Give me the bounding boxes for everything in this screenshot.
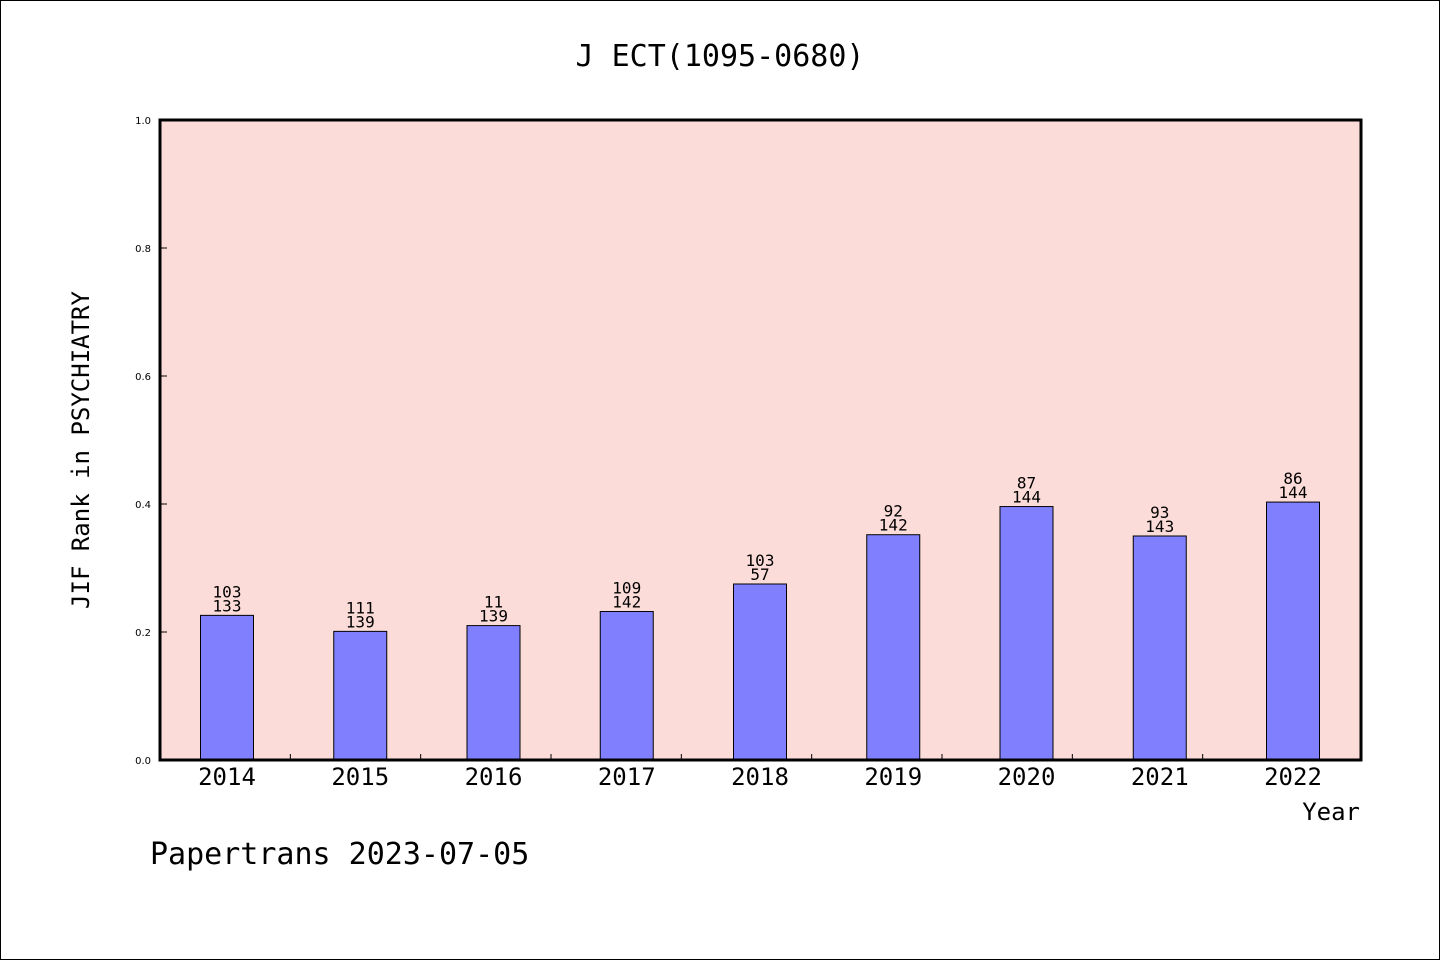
bar-label-top-2017: 109 xyxy=(612,579,641,598)
x-tick-label-2017: 2017 xyxy=(598,763,656,791)
bar-2015 xyxy=(333,630,388,761)
bar-2014 xyxy=(200,614,254,761)
y-tick-label-1.0: 1.0 xyxy=(135,116,151,127)
y-tick-label-0.0: 0.0 xyxy=(135,756,151,767)
bar-label-top-2019: 92 xyxy=(884,502,903,521)
x-tick-label-2014: 2014 xyxy=(198,763,256,791)
footer-watermark: Papertrans 2023-07-05 xyxy=(150,837,529,872)
bar-2016 xyxy=(466,625,521,761)
x-tick-label-2020: 2020 xyxy=(998,763,1056,791)
bar-label-top-2020: 87 xyxy=(1017,474,1036,493)
bar-2019 xyxy=(866,534,921,761)
x-tick-label-2019: 2019 xyxy=(864,763,922,791)
bar-label-top-2021: 93 xyxy=(1150,503,1169,522)
bar-2018 xyxy=(733,583,787,761)
bar-label-bottom-2016: 139 xyxy=(479,607,508,626)
bar-2021 xyxy=(1132,535,1187,761)
bar-label-bottom-2018: 57 xyxy=(750,565,769,584)
bar-2017 xyxy=(599,611,654,761)
bar-label-bottom-2017: 142 xyxy=(612,593,641,612)
y-tick-label-0.6: 0.6 xyxy=(135,372,151,383)
x-tick-label-2022: 2022 xyxy=(1264,763,1322,791)
bar-label-bottom-2019: 142 xyxy=(879,516,908,535)
bar-label-bottom-2020: 144 xyxy=(1012,488,1041,507)
x-tick-label-2016: 2016 xyxy=(465,763,523,791)
x-tick-label-2018: 2018 xyxy=(731,763,789,791)
bar-label-bottom-2021: 143 xyxy=(1145,517,1174,536)
chart-title: J ECT(1095-0680) xyxy=(576,39,865,74)
bar-label-top-2016: 11 xyxy=(484,593,503,612)
bar-2020 xyxy=(999,506,1054,761)
y-tick-label-0.2: 0.2 xyxy=(135,628,151,639)
y-tick-label-0.8: 0.8 xyxy=(135,244,151,255)
y-tick-label-0.4: 0.4 xyxy=(135,500,151,511)
x-axis-label: Year xyxy=(1302,798,1360,826)
bar-label-top-2014: 103 xyxy=(213,582,242,601)
bar-2022 xyxy=(1266,501,1320,761)
bar-label-bottom-2022: 144 xyxy=(1279,483,1308,502)
bar-label-top-2015: 111 xyxy=(346,598,375,617)
x-tick-label-2021: 2021 xyxy=(1131,763,1189,791)
x-tick-label-2015: 2015 xyxy=(331,763,389,791)
bar-label-bottom-2015: 139 xyxy=(346,612,375,631)
bar-label-bottom-2014: 133 xyxy=(213,596,242,615)
bar-label-top-2018: 103 xyxy=(746,551,775,570)
plot-border xyxy=(158,118,1363,762)
bar-label-top-2022: 86 xyxy=(1283,469,1302,488)
y-axis-label: JIF Rank in PSYCHIATRY xyxy=(67,291,95,609)
